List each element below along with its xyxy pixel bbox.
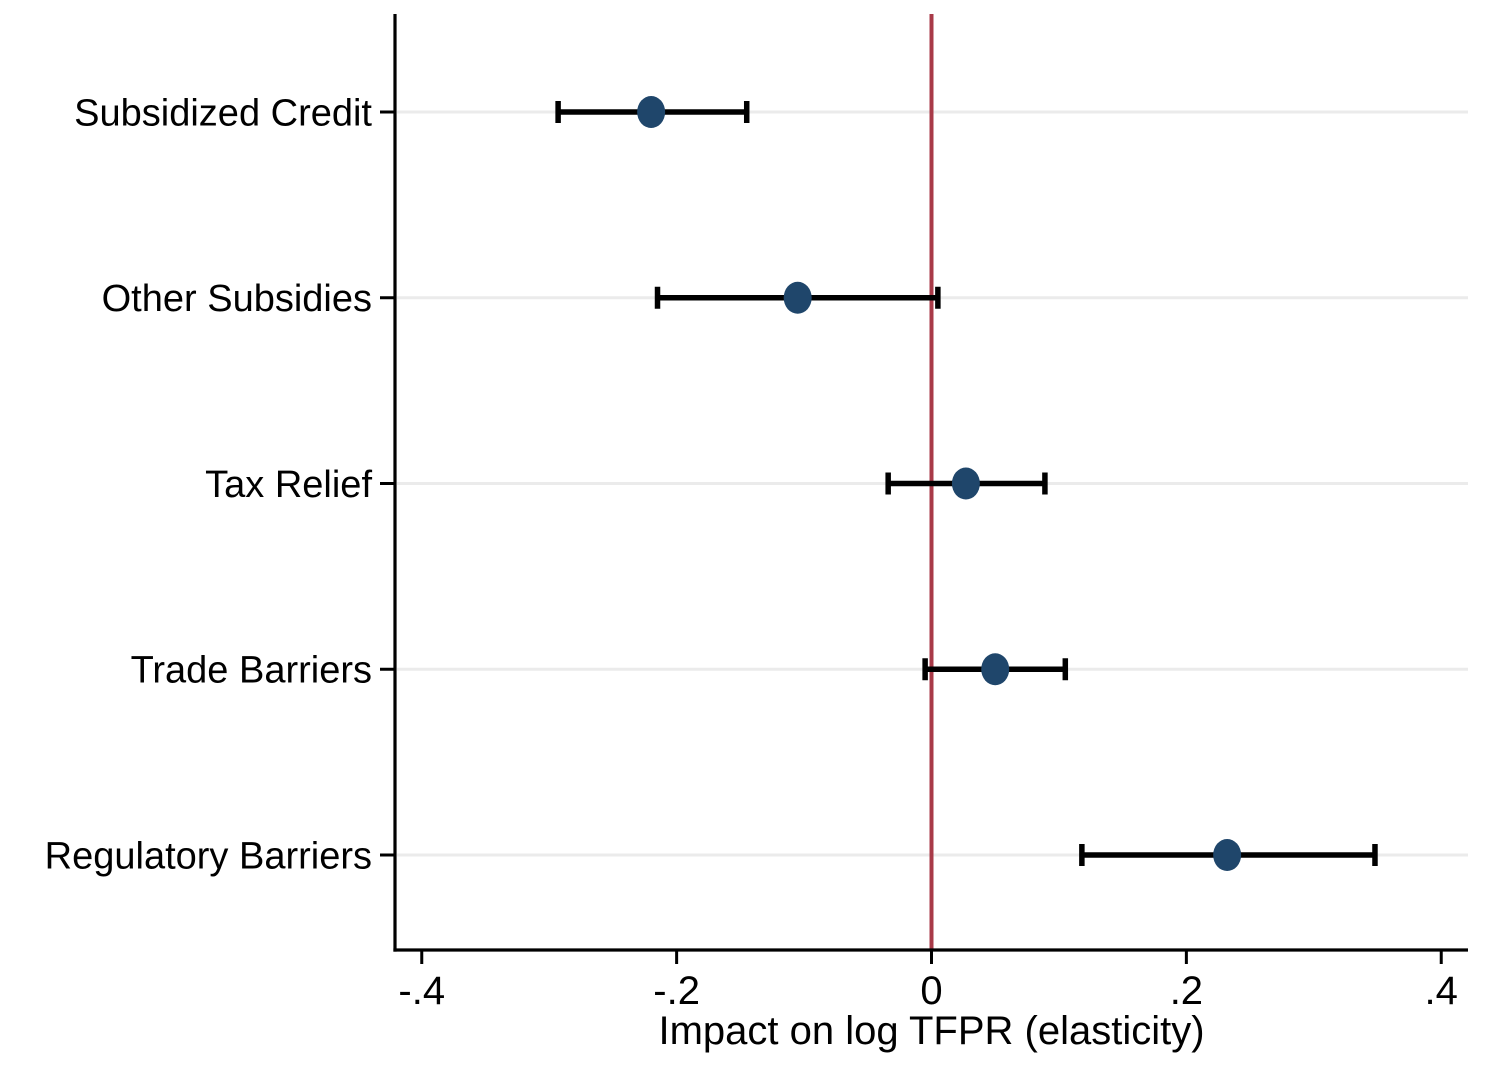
category-label: Subsidized Credit [74,92,372,134]
category-label: Trade Barriers [131,650,372,692]
point-marker [637,96,666,128]
point-marker [981,653,1010,686]
category-label: Other Subsidies [102,278,372,320]
x-tick-label: -.4 [398,969,445,1013]
point-marker [951,467,980,500]
x-tick-label: 0 [920,969,942,1013]
x-tick-label: -.2 [653,969,700,1013]
category-label: Tax Relief [205,464,372,506]
category-label: Regulatory Barriers [45,835,372,877]
x-axis-title: Impact on log TFPR (elasticity) [658,1009,1204,1053]
x-tick-label: .2 [1170,969,1203,1013]
point-marker [783,281,812,314]
x-tick-label: .4 [1425,969,1458,1013]
point-marker [1213,839,1242,871]
